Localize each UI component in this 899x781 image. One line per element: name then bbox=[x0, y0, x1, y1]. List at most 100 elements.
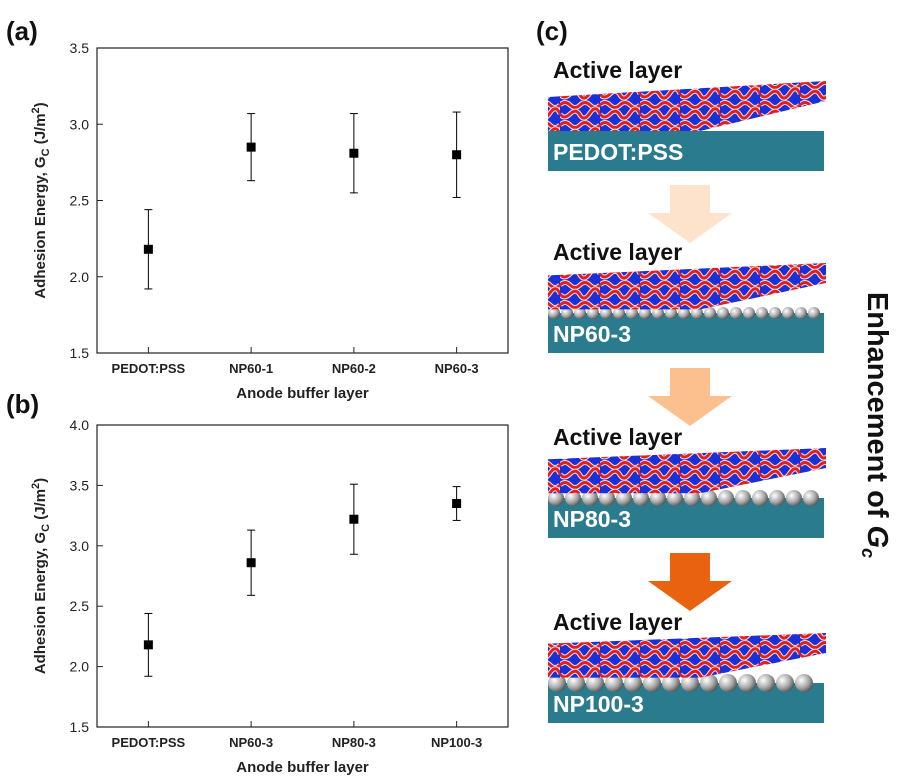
nanoparticle bbox=[701, 490, 717, 506]
y-axis-label-part: (J/m bbox=[32, 113, 49, 148]
nanoparticle bbox=[717, 307, 729, 319]
stage-layer-label: Active layer bbox=[553, 424, 682, 450]
plot-frame bbox=[96, 424, 509, 728]
nanoparticle bbox=[678, 307, 690, 319]
nanoparticle bbox=[633, 490, 649, 506]
nanoparticle bbox=[786, 490, 802, 506]
x-tick-label: NP60-3 bbox=[435, 361, 479, 376]
x-tick-label: NP60-2 bbox=[332, 361, 376, 376]
y-axis-label-part: (J/m bbox=[32, 489, 49, 524]
nanoparticle bbox=[795, 674, 813, 692]
nanoparticle bbox=[684, 490, 700, 506]
panel-label: (c) bbox=[536, 16, 568, 46]
stage-layer-label: Active layer bbox=[553, 239, 682, 265]
substrate-label: NP80-3 bbox=[553, 506, 631, 532]
nanoparticle bbox=[639, 307, 651, 319]
nanoparticle bbox=[565, 490, 581, 506]
y-tick-label: 4.0 bbox=[70, 417, 90, 433]
y-axis-label-part: ) bbox=[32, 102, 49, 107]
x-tick-label: PEDOT:PSS bbox=[112, 735, 186, 750]
y-axis-label-part: C bbox=[40, 148, 52, 156]
nanoparticle bbox=[548, 307, 560, 319]
y-axis-label-part: Adhesion Energy, G bbox=[32, 532, 49, 674]
y-tick-label: 3.5 bbox=[70, 40, 90, 56]
active-layer bbox=[548, 448, 826, 494]
arrow bbox=[648, 185, 732, 243]
substrate-label: NP100-3 bbox=[553, 691, 644, 717]
substrate-label: PEDOT:PSS bbox=[553, 139, 683, 165]
y-tick-label: 3.0 bbox=[70, 116, 90, 132]
y-tick-label: 2.5 bbox=[70, 598, 90, 614]
nanoparticle bbox=[776, 674, 794, 692]
y-axis-label: Adhesion Energy, GC (J/m2) bbox=[30, 478, 52, 674]
nanoparticle bbox=[587, 307, 599, 319]
data-point bbox=[246, 558, 256, 568]
nanoparticle bbox=[743, 307, 755, 319]
y-tick-label: 1.5 bbox=[70, 719, 90, 735]
substrate bbox=[548, 313, 824, 353]
nanoparticle bbox=[667, 490, 683, 506]
nanoparticle bbox=[650, 490, 666, 506]
nanoparticle bbox=[616, 490, 632, 506]
nanoparticle bbox=[567, 674, 585, 692]
side-label-part: Enhancement of bbox=[861, 292, 893, 526]
nanoparticle bbox=[803, 490, 819, 506]
y-axis-label-part: C bbox=[40, 524, 52, 532]
nanoparticle bbox=[808, 307, 820, 319]
arrow bbox=[648, 553, 732, 611]
nanoparticle bbox=[782, 307, 794, 319]
data-point bbox=[452, 499, 462, 509]
stage-layer-label: Active layer bbox=[553, 609, 682, 635]
y-axis-label-part: Adhesion Energy, G bbox=[32, 156, 49, 298]
data-point bbox=[143, 640, 153, 650]
data-point bbox=[452, 150, 462, 160]
data-point bbox=[349, 148, 359, 158]
nanoparticle bbox=[548, 490, 564, 506]
nanoparticle bbox=[704, 307, 716, 319]
nanoparticle bbox=[600, 307, 612, 319]
nanoparticle bbox=[769, 490, 785, 506]
nanoparticle bbox=[665, 307, 677, 319]
substrate-label: NP60-3 bbox=[553, 321, 631, 347]
substrate bbox=[548, 131, 824, 171]
nanoparticle bbox=[769, 307, 781, 319]
nanoparticle bbox=[730, 307, 742, 319]
nanoparticle bbox=[700, 674, 718, 692]
side-label-part: G bbox=[861, 526, 893, 549]
x-tick-label: NP60-3 bbox=[229, 735, 273, 750]
active-layer bbox=[548, 81, 826, 131]
plot-frame bbox=[96, 47, 509, 354]
data-point bbox=[143, 244, 153, 254]
active-layer bbox=[548, 263, 826, 310]
active-layer bbox=[548, 633, 826, 678]
y-tick-label: 3.0 bbox=[70, 538, 90, 554]
y-tick-label: 2.0 bbox=[70, 269, 90, 285]
x-tick-label: PEDOT:PSS bbox=[112, 361, 186, 376]
y-tick-label: 3.5 bbox=[70, 477, 90, 493]
panel-label: (b) bbox=[6, 389, 39, 419]
y-tick-label: 2.5 bbox=[70, 193, 90, 209]
x-tick-label: NP80-3 bbox=[332, 735, 376, 750]
nanoparticle bbox=[719, 674, 737, 692]
stage-layer-label: Active layer bbox=[553, 57, 682, 83]
nanoparticle bbox=[643, 674, 661, 692]
x-axis-label: Anode buffer layer bbox=[236, 385, 369, 402]
x-tick-label: NP100-3 bbox=[431, 735, 482, 750]
nanoparticle bbox=[662, 674, 680, 692]
y-axis-label: Adhesion Energy, GC (J/m2) bbox=[30, 102, 52, 298]
nanoparticle bbox=[582, 490, 598, 506]
nanoparticle bbox=[735, 490, 751, 506]
nanoparticle bbox=[561, 307, 573, 319]
nanoparticle bbox=[574, 307, 586, 319]
data-point bbox=[246, 142, 256, 152]
y-axis-label-part: 2 bbox=[30, 107, 42, 113]
nanoparticle bbox=[605, 674, 623, 692]
nanoparticle bbox=[626, 307, 638, 319]
nanoparticle bbox=[752, 490, 768, 506]
nanoparticle bbox=[624, 674, 642, 692]
y-tick-label: 2.0 bbox=[70, 659, 90, 675]
panel-label: (a) bbox=[6, 16, 38, 46]
nanoparticle bbox=[795, 307, 807, 319]
nanoparticle bbox=[756, 307, 768, 319]
